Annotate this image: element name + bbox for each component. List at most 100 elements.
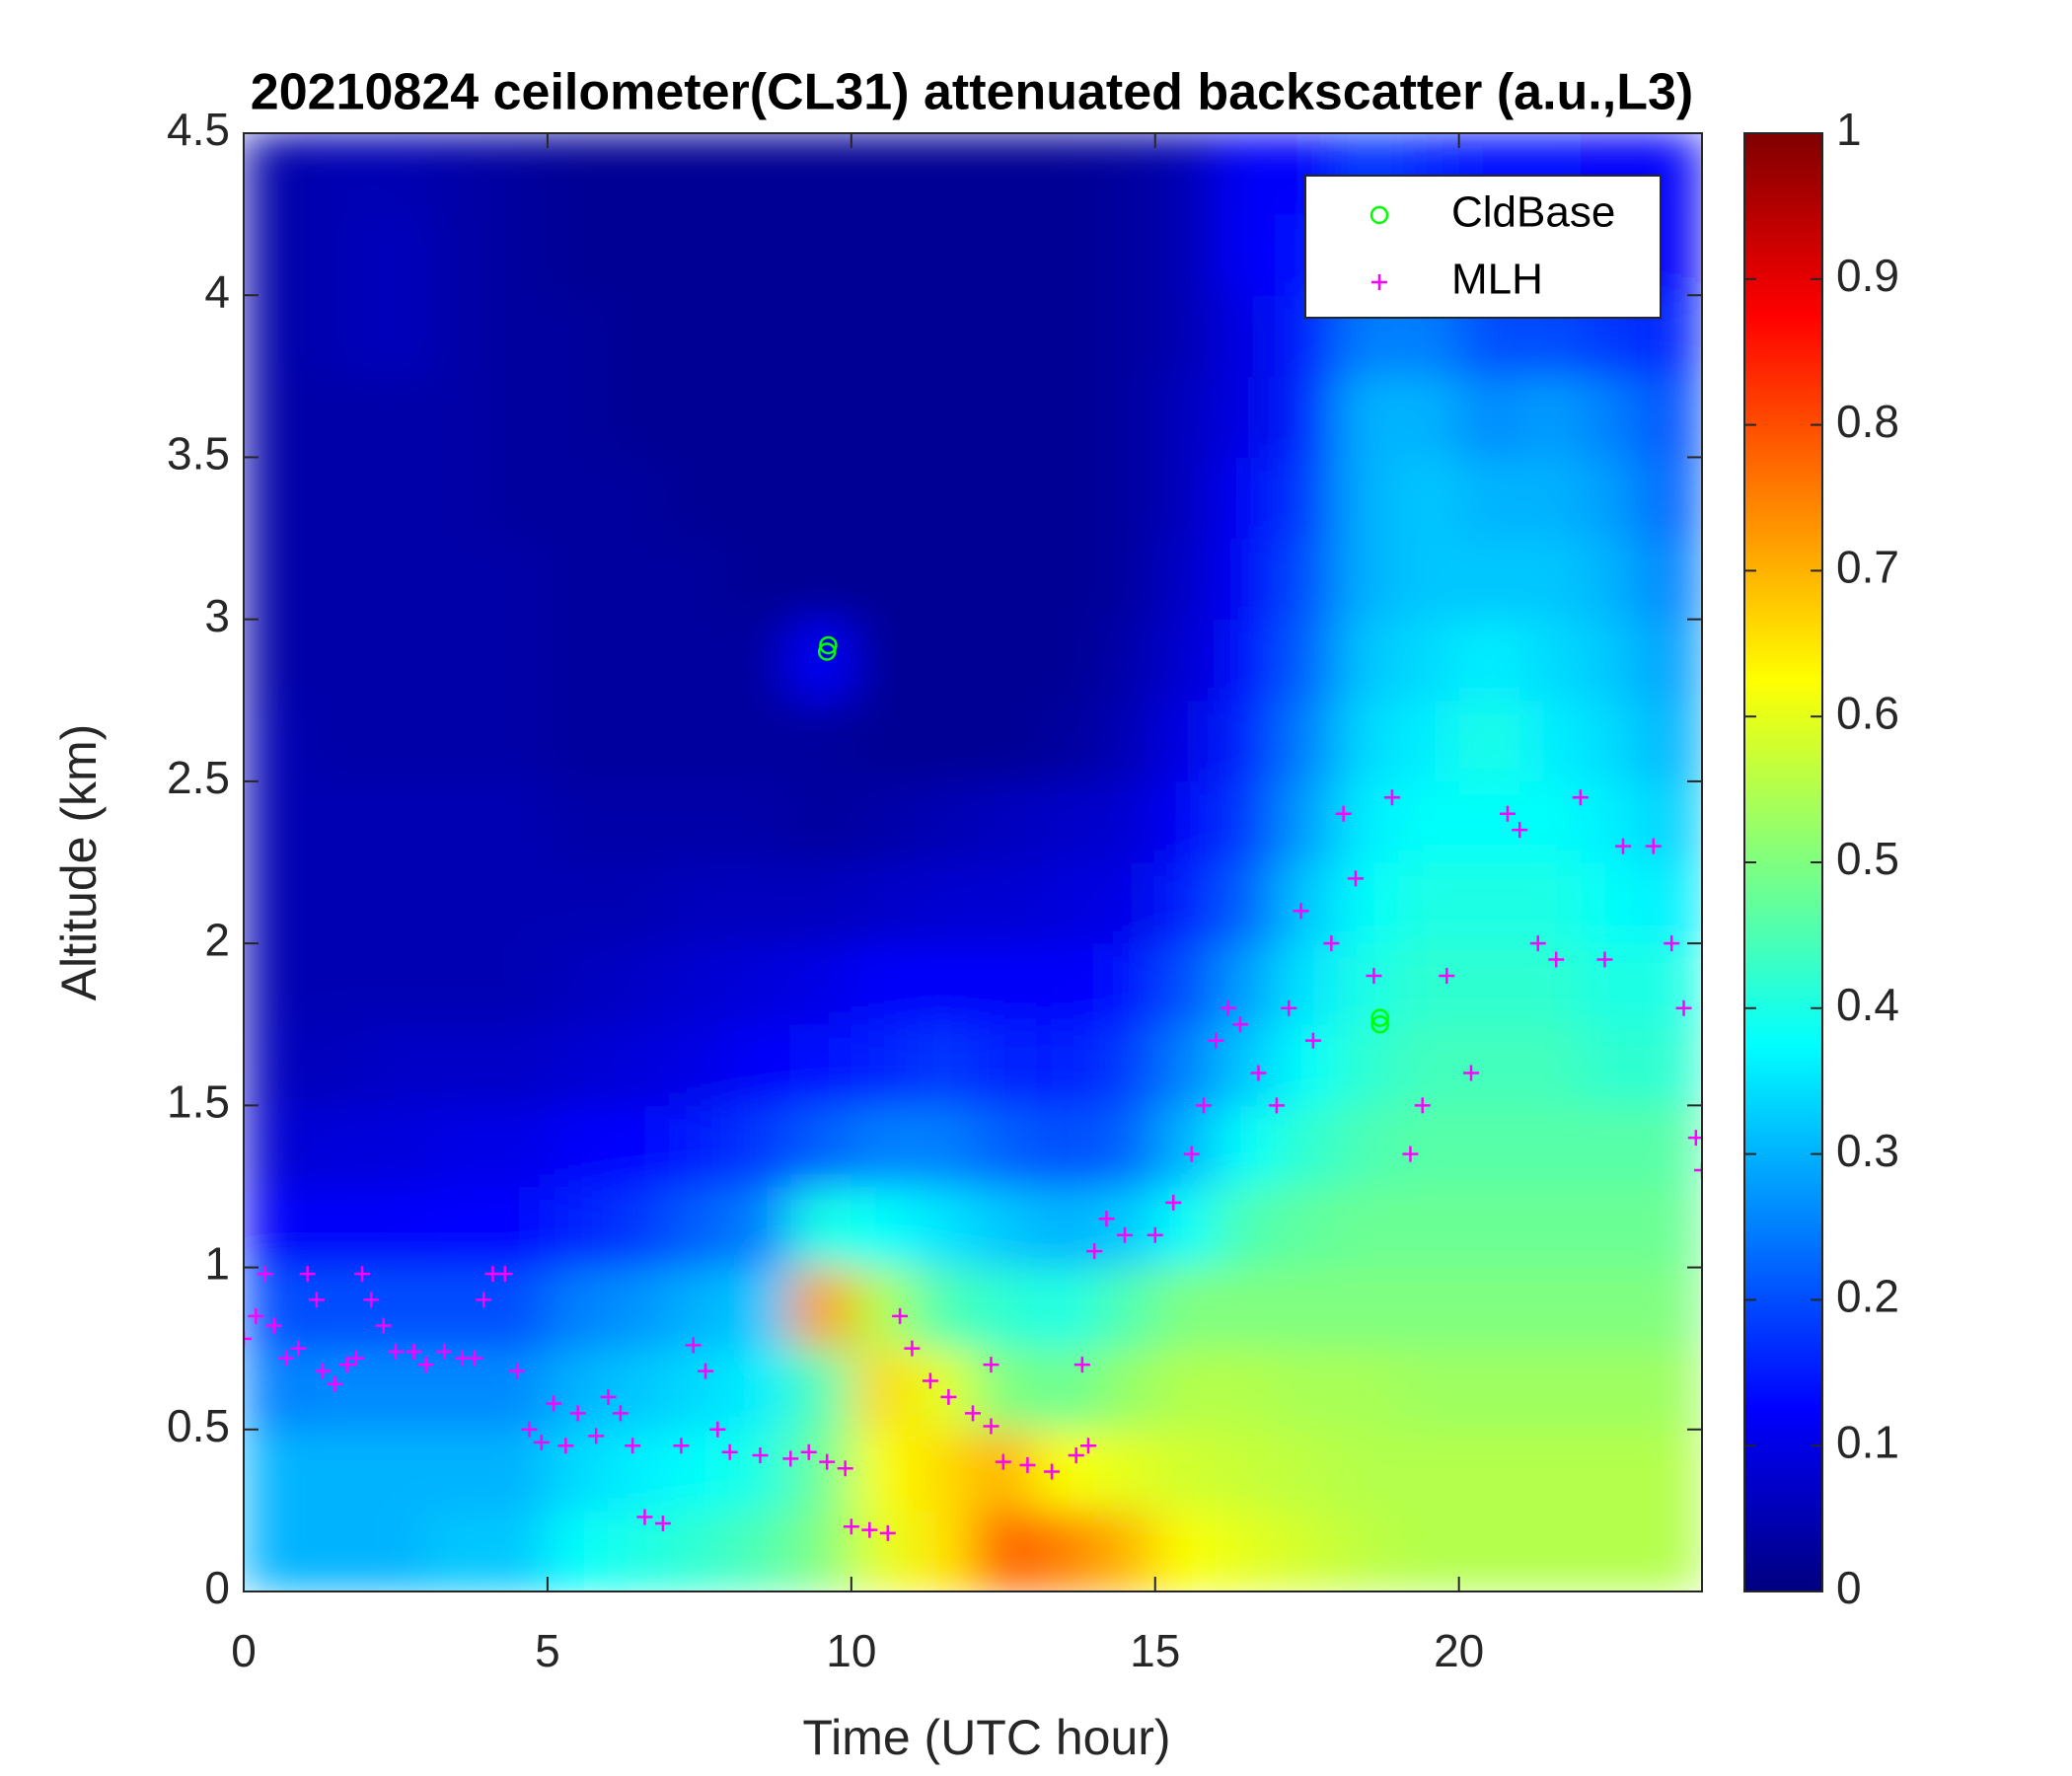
heatmap-cell <box>425 214 487 296</box>
heatmap-cell <box>547 1429 609 1512</box>
heatmap-cell <box>1337 780 1399 863</box>
heatmap-cell <box>425 619 487 702</box>
marker-plus <box>685 1337 702 1354</box>
heatmap-cell <box>790 1510 852 1591</box>
heatmap-cell <box>1519 1267 1582 1350</box>
heatmap-cell <box>1398 457 1460 540</box>
heatmap-cell <box>486 780 549 863</box>
heatmap-cell <box>729 133 791 215</box>
heatmap-cell <box>729 700 791 782</box>
heatmap-cell <box>669 1105 731 1187</box>
heatmap-cell <box>973 457 1035 540</box>
heatmap-cell <box>1519 943 1582 1025</box>
heatmap-cell <box>973 1348 1035 1431</box>
heatmap-cell <box>912 1348 974 1431</box>
heatmap-cell <box>608 862 670 944</box>
heatmap-cell <box>1641 1267 1702 1350</box>
heatmap-cell <box>1580 780 1642 863</box>
marker-plus <box>1019 1456 1036 1473</box>
colorbar-tick-label: 1 <box>1836 104 1862 155</box>
heatmap-cell <box>912 943 974 1025</box>
heatmap-cell <box>1337 457 1399 540</box>
heatmap-cell <box>1580 943 1642 1025</box>
heatmap-cell <box>1337 538 1399 621</box>
marker-plus <box>476 1292 492 1308</box>
heatmap-cell <box>547 295 609 377</box>
heatmap-cell <box>790 1348 852 1431</box>
heatmap-cell <box>1580 538 1642 621</box>
heatmap-cell <box>1033 619 1095 702</box>
marker-plus <box>922 1372 938 1389</box>
marker-plus <box>995 1453 1011 1470</box>
heatmap-cell <box>1519 1429 1582 1512</box>
heatmap-cell <box>486 133 549 215</box>
heatmap-cell <box>425 1186 487 1269</box>
axes: 0 5 10 15 20 0 0.5 1 1.5 2 2.5 3 3.5 4 4.5 0 0.1 0.2 0.3 0.… <box>167 104 1899 1676</box>
heatmap-cell <box>1033 1024 1095 1106</box>
heatmap-cell <box>365 457 427 540</box>
heatmap-cell <box>1094 133 1156 215</box>
heatmap-cell <box>1094 943 1156 1025</box>
marker-plus <box>1512 822 1528 839</box>
heatmap-cell <box>973 700 1035 782</box>
y-tick-label: 3.5 <box>167 428 230 480</box>
heatmap-cell <box>1094 1348 1156 1431</box>
colorbar-tick-label: 0.8 <box>1836 396 1899 447</box>
heatmap-cell <box>608 619 670 702</box>
heatmap-cell <box>973 538 1035 621</box>
heatmap-cell <box>1641 1024 1702 1106</box>
heatmap-cell <box>729 538 791 621</box>
heatmap-cell <box>608 457 670 540</box>
heatmap-cell <box>1337 1510 1399 1591</box>
heatmap-cell <box>608 780 670 863</box>
heatmap-cell <box>851 1186 913 1269</box>
heatmap-cell <box>1033 1186 1095 1269</box>
heatmap-cell <box>304 1429 366 1512</box>
heatmap-cell <box>304 1510 366 1591</box>
heatmap-cell <box>1458 1105 1520 1187</box>
heatmap-cell <box>1580 1510 1642 1591</box>
heatmap-cell <box>365 943 427 1025</box>
heatmap-cell <box>1216 700 1278 782</box>
marker-plus <box>1462 1065 1479 1081</box>
heatmap-cell <box>1216 457 1278 540</box>
heatmap-cell <box>1216 1510 1278 1591</box>
heatmap-cell <box>1033 1348 1095 1431</box>
heatmap-cell <box>729 214 791 296</box>
marker-plus <box>1596 951 1613 968</box>
marker-plus <box>265 1317 282 1334</box>
x-tick-label: 10 <box>826 1625 876 1676</box>
heatmap-cell <box>912 1105 974 1187</box>
heatmap-cell <box>1094 619 1156 702</box>
heatmap-cell <box>1458 1024 1520 1106</box>
marker-plus <box>698 1363 714 1379</box>
heatmap-cell <box>1216 862 1278 944</box>
heatmap-cell <box>244 1024 306 1106</box>
marker-plus <box>1098 1211 1115 1227</box>
heatmap-cell <box>1398 538 1460 621</box>
marker-plus <box>327 1375 343 1392</box>
heatmap-cell <box>547 1186 609 1269</box>
heatmap-cell <box>365 700 427 782</box>
colorbar-tick-label: 0.4 <box>1836 979 1899 1030</box>
heatmap-cell <box>912 538 974 621</box>
heatmap-cell <box>669 700 731 782</box>
heatmap-cell <box>1094 538 1156 621</box>
heatmap-cell <box>1458 862 1520 944</box>
heatmap-cell <box>1580 457 1642 540</box>
heatmap-cell <box>1458 780 1520 863</box>
heatmap-cell <box>425 376 487 458</box>
heatmap-cell <box>1216 214 1278 296</box>
heatmap-cell <box>1033 214 1095 296</box>
legend-label: MLH <box>1451 256 1543 304</box>
heatmap-cell <box>1094 862 1156 944</box>
marker-plus <box>1281 999 1297 1016</box>
heatmap-cell <box>1033 1267 1095 1350</box>
marker-plus <box>1347 870 1364 887</box>
heatmap-cell <box>1033 943 1095 1025</box>
marker-plus <box>546 1395 562 1412</box>
heatmap-cell <box>851 1348 913 1431</box>
heatmap-cell <box>608 943 670 1025</box>
x-tick-label: 20 <box>1434 1625 1484 1676</box>
heatmap-cell <box>1641 1510 1702 1591</box>
